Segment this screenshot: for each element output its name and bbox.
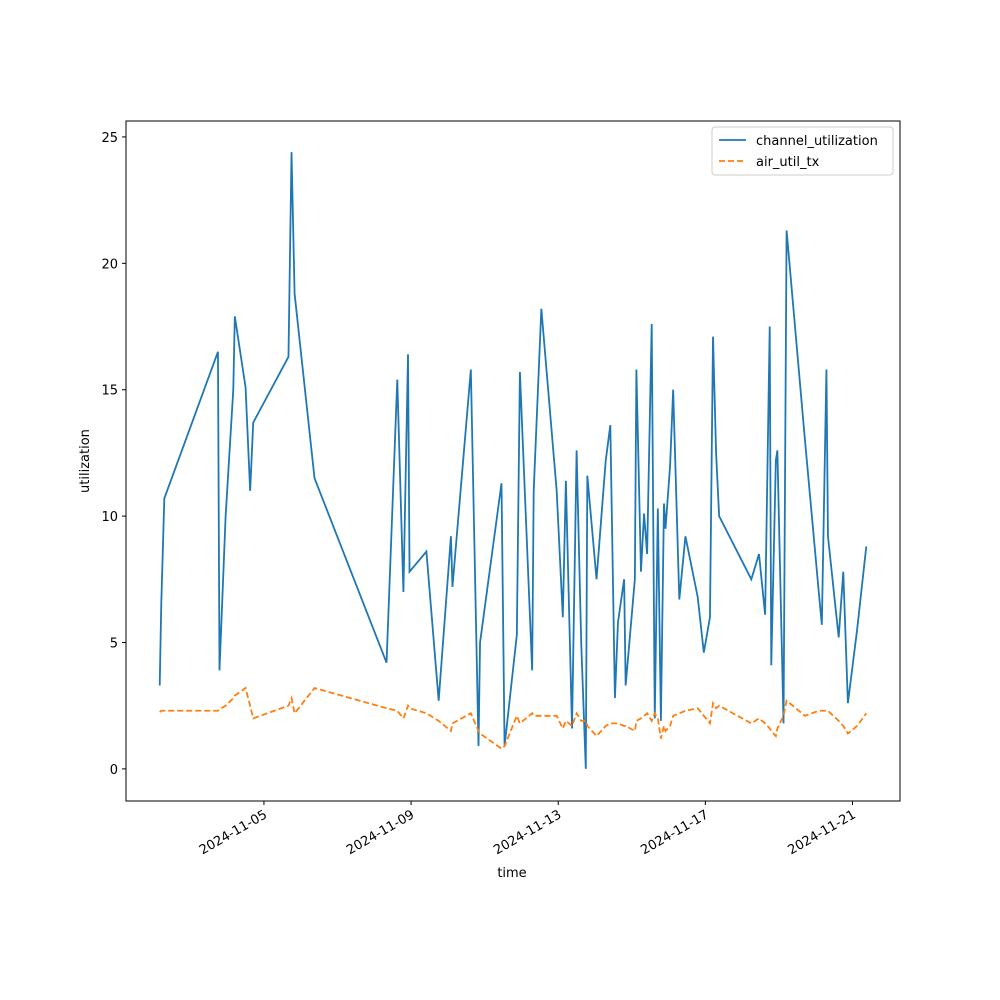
legend-box: [711, 126, 894, 176]
y-tick-label: 15: [101, 384, 118, 399]
data-line: [158, 152, 868, 769]
y-tick-label: 0: [110, 763, 118, 778]
legend-label: channel_utilization: [756, 134, 878, 149]
y-axis-label: utilization: [78, 429, 93, 493]
axes-frame: [125, 120, 901, 802]
y-tick-label: 5: [110, 637, 118, 652]
data-line: [159, 686, 868, 750]
y-tick-label: 20: [101, 257, 118, 272]
y-tick-label: 10: [101, 510, 118, 525]
y-tick-label: 25: [101, 131, 118, 146]
x-axis-label: time: [497, 866, 526, 881]
legend-label: air_util_tx: [756, 155, 820, 170]
